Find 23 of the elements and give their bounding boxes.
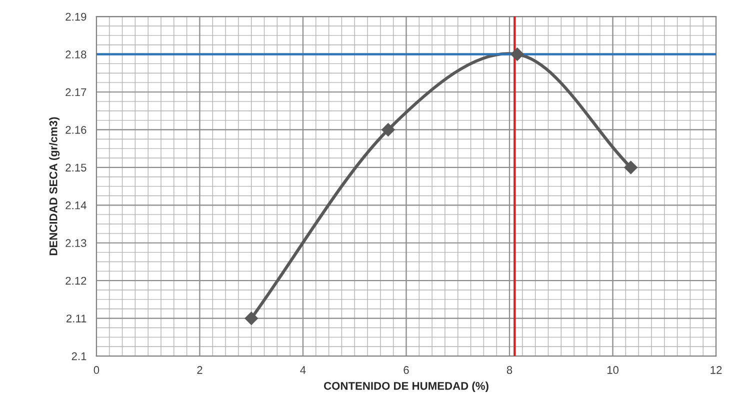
point <box>624 160 638 174</box>
y-tick-label: 2.12 <box>66 276 86 285</box>
x-tick-label: 4 <box>300 366 306 374</box>
y-tick-label: 2.13 <box>66 239 86 248</box>
y-tick-label: 2.19 <box>66 12 86 21</box>
y-tick-label: 2.1 <box>72 352 86 360</box>
y-tick-label: 2.11 <box>66 314 86 322</box>
y-tick-label: 2.16 <box>66 126 86 134</box>
point <box>510 48 524 61</box>
y-tick-label: 2.17 <box>66 88 86 96</box>
x-tick-label: 2 <box>197 366 202 374</box>
y-tick-label: 2.15 <box>66 164 86 172</box>
y-axis-title: DENCIDAD SECA (gr/cm3) <box>49 117 60 256</box>
x-tick-label: 10 <box>607 366 619 374</box>
point <box>244 312 258 325</box>
x-axis-title: CONTENIDO DE HUMEDAD (%) <box>324 382 488 392</box>
y-tick-label: 2.14 <box>66 201 86 210</box>
y-tick-label: 2.18 <box>66 50 86 58</box>
x-tick-label: 0 <box>94 366 100 374</box>
x-tick-label: 6 <box>404 366 409 374</box>
x-tick-label: 8 <box>506 366 512 374</box>
x-tick-label: 12 <box>710 366 722 374</box>
point <box>382 123 395 136</box>
